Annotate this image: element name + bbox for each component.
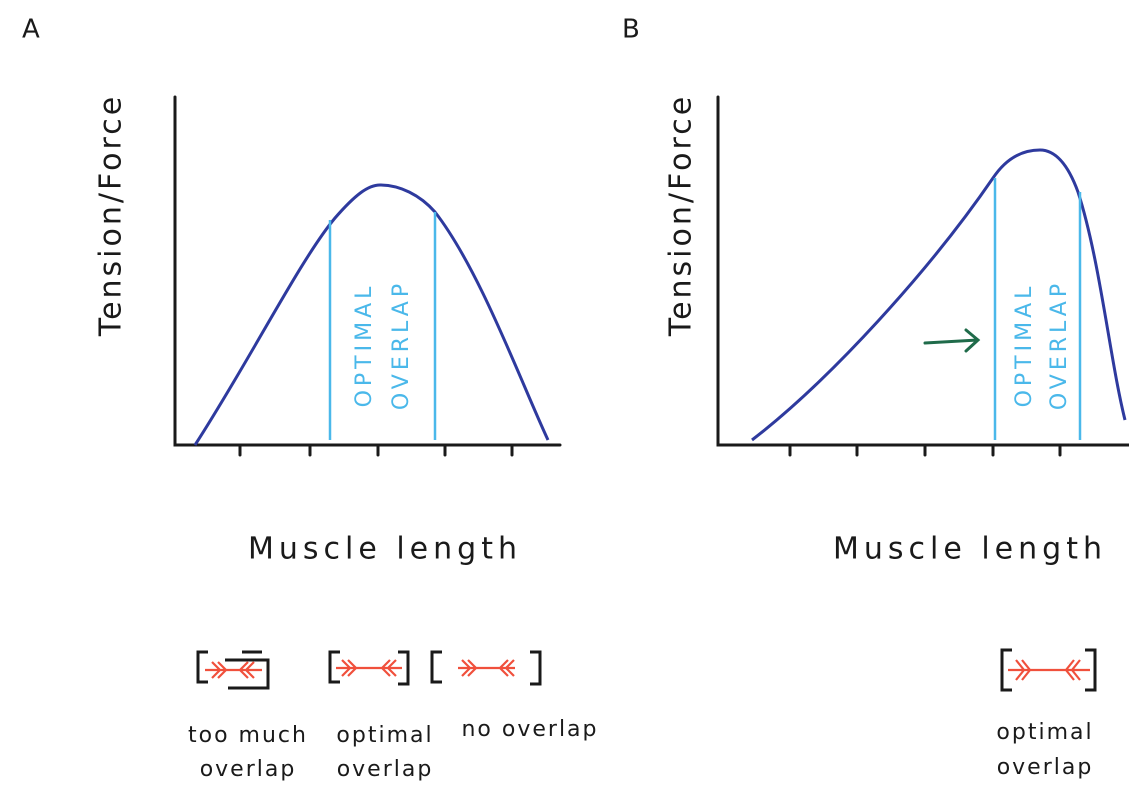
diagram: A OPTIMAL OVERLAP Tension/Force Muscle l… <box>0 0 1129 790</box>
sarcomere <box>330 652 408 684</box>
band-label: OVERLAP <box>1047 280 1072 410</box>
band-label: OVERLAP <box>389 280 414 410</box>
y-axis-label: Tension/Force <box>94 94 129 337</box>
sarcomere <box>1002 650 1095 690</box>
sarcomere <box>198 652 268 688</box>
band-label: OPTIMAL <box>1012 283 1037 408</box>
panel-label: A <box>22 15 40 45</box>
x-axis-label: Muscle length <box>248 532 522 567</box>
x-axis-label: Muscle length <box>833 532 1107 567</box>
caption: overlap <box>200 757 297 782</box>
y-axis-label: Tension/Force <box>664 94 699 337</box>
caption: overlap <box>997 755 1094 780</box>
panel-a: A OPTIMAL OVERLAP Tension/Force Muscle l… <box>22 15 599 783</box>
caption: optimal <box>996 720 1093 745</box>
panel-label: B <box>622 15 640 45</box>
caption: optimal <box>336 723 433 748</box>
arrow <box>925 330 978 351</box>
caption: overlap <box>337 757 434 782</box>
caption: too much <box>188 723 308 748</box>
sarcomere <box>432 652 540 684</box>
band-label: OPTIMAL <box>352 283 377 408</box>
caption: no overlap <box>461 717 598 742</box>
panel-b: B OPTIMAL OVERLAP Tension/Force Muscle l… <box>622 15 1129 781</box>
